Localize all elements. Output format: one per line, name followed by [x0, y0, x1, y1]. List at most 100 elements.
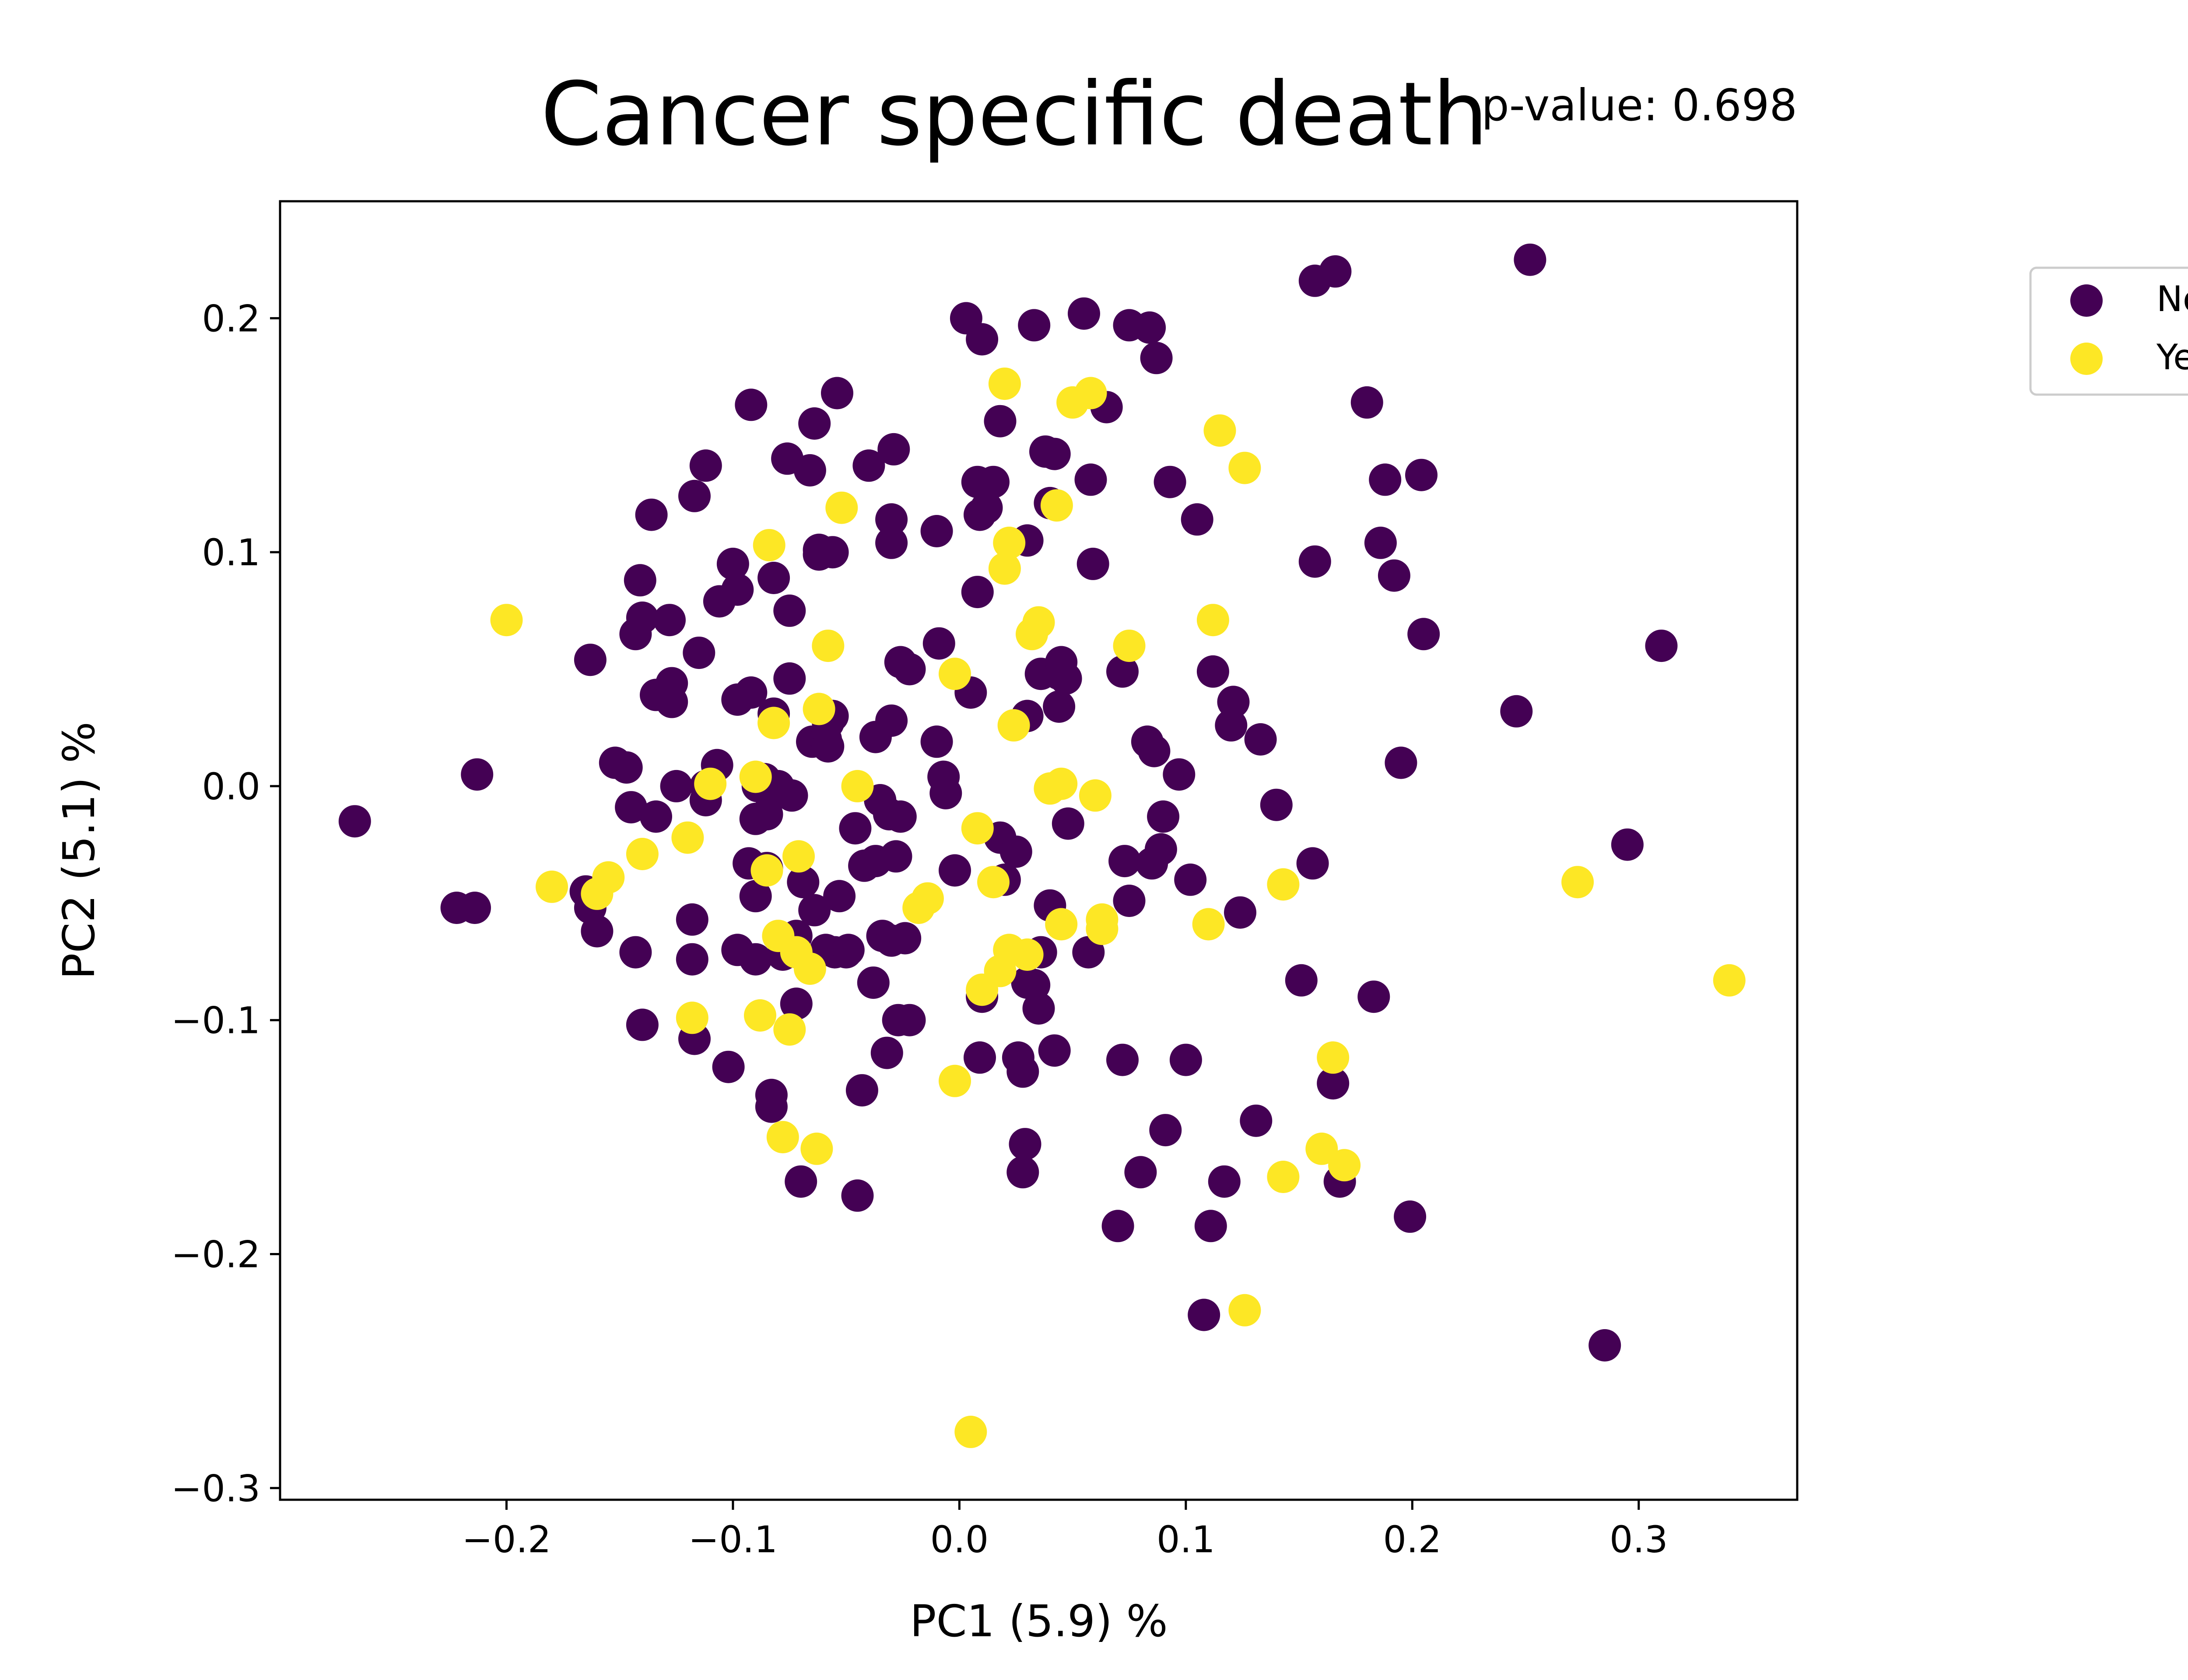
- point-no-46: [750, 798, 783, 831]
- point-yes-31: [977, 866, 1010, 899]
- y-tick-label: −0.3: [171, 1467, 260, 1510]
- legend: No Yes: [2029, 266, 2188, 396]
- point-yes-59: [1317, 1041, 1350, 1074]
- point-no-191: [1378, 559, 1410, 592]
- point-no-21: [656, 686, 688, 718]
- point-no-124: [1006, 1055, 1039, 1088]
- point-no-12: [626, 1008, 659, 1041]
- point-yes-1: [536, 870, 568, 903]
- point-yes-62: [1713, 964, 1746, 997]
- point-yes-17: [782, 840, 815, 873]
- point-yes-37: [997, 709, 1030, 742]
- point-yes-33: [988, 368, 1021, 400]
- point-no-165: [1154, 466, 1186, 498]
- point-no-39: [735, 676, 768, 709]
- x-tick-label: −0.1: [688, 1518, 778, 1561]
- point-no-187: [1350, 386, 1383, 419]
- point-yes-28: [954, 1415, 987, 1448]
- point-yes-60: [1328, 1149, 1361, 1182]
- point-no-95: [877, 433, 910, 466]
- point-yes-49: [1086, 913, 1119, 945]
- point-no-102: [893, 1004, 926, 1036]
- y-axis-label: PC2 (5.1) %: [53, 721, 105, 979]
- point-no-199: [1611, 828, 1644, 861]
- point-no-10: [615, 791, 648, 824]
- point-yes-58: [1305, 1132, 1338, 1165]
- point-no-70: [812, 730, 845, 763]
- point-no-198: [1588, 1329, 1621, 1362]
- point-yes-34: [988, 552, 1021, 585]
- point-yes-54: [1228, 1294, 1261, 1326]
- point-no-11: [619, 936, 652, 969]
- legend-marker-no: [2070, 284, 2103, 317]
- point-no-154: [1113, 885, 1146, 917]
- plot-frame: [279, 200, 1799, 1501]
- point-yes-6: [676, 1001, 708, 1034]
- point-no-126: [1009, 1128, 1041, 1161]
- point-no-42: [739, 880, 772, 913]
- point-yes-9: [744, 999, 776, 1032]
- point-no-22: [660, 770, 693, 802]
- point-no-17: [640, 800, 672, 833]
- point-no-167: [1169, 1043, 1202, 1076]
- point-no-107: [929, 777, 962, 809]
- point-no-0: [338, 805, 371, 838]
- point-yes-3: [592, 861, 625, 894]
- y-tick-label: 0.0: [202, 765, 260, 808]
- point-no-200: [1645, 630, 1678, 662]
- point-yes-0: [490, 604, 523, 637]
- point-no-105: [922, 627, 955, 660]
- point-yes-25: [911, 882, 944, 915]
- point-no-3: [461, 758, 494, 791]
- point-no-193: [1394, 1200, 1427, 1233]
- point-no-19: [653, 604, 686, 637]
- point-no-100: [889, 922, 922, 955]
- point-no-7: [574, 644, 607, 676]
- point-no-40: [735, 388, 768, 421]
- point-yes-22: [825, 491, 858, 524]
- point-no-36: [721, 573, 754, 606]
- point-no-98: [884, 800, 917, 833]
- point-no-151: [1106, 1043, 1139, 1076]
- x-tick-label: 0.3: [1609, 1518, 1668, 1561]
- point-no-177: [1240, 1104, 1273, 1137]
- point-no-118: [977, 466, 1010, 498]
- point-yes-18: [793, 952, 826, 985]
- point-yes-61: [1561, 866, 1594, 899]
- point-yes-20: [803, 693, 835, 725]
- point-yes-27: [939, 1064, 971, 1097]
- point-no-111: [961, 576, 994, 609]
- point-no-189: [1364, 526, 1397, 559]
- point-no-190: [1369, 463, 1402, 496]
- point-no-166: [1163, 758, 1196, 791]
- x-axis-label: PC1 (5.9) %: [910, 1596, 1168, 1647]
- point-no-188: [1357, 980, 1390, 1013]
- point-no-146: [1072, 936, 1105, 969]
- point-no-27: [683, 637, 715, 669]
- point-no-196: [1500, 695, 1533, 728]
- point-no-9: [610, 751, 643, 784]
- point-no-101: [893, 653, 926, 686]
- point-no-15: [626, 601, 659, 634]
- point-no-184: [1317, 1067, 1350, 1100]
- point-no-59: [780, 987, 813, 1020]
- point-yes-12: [757, 707, 790, 739]
- point-no-192: [1385, 746, 1417, 779]
- point-no-65: [798, 407, 831, 440]
- point-no-175: [1217, 686, 1250, 718]
- point-yes-46: [1074, 377, 1107, 410]
- point-no-78: [832, 934, 865, 966]
- point-no-41: [739, 943, 772, 976]
- point-no-76: [823, 880, 856, 913]
- x-tick-label: 0.2: [1383, 1518, 1442, 1561]
- point-no-108: [939, 854, 971, 887]
- y-tick-label: −0.2: [171, 1233, 260, 1276]
- x-tick-label: 0.1: [1157, 1518, 1215, 1561]
- point-no-153: [1108, 845, 1141, 878]
- point-no-181: [1296, 847, 1329, 880]
- point-no-96: [880, 840, 912, 873]
- point-yes-14: [766, 1121, 799, 1154]
- point-no-23: [676, 903, 708, 936]
- point-yes-11: [753, 529, 785, 562]
- legend-marker-yes: [2070, 343, 2103, 375]
